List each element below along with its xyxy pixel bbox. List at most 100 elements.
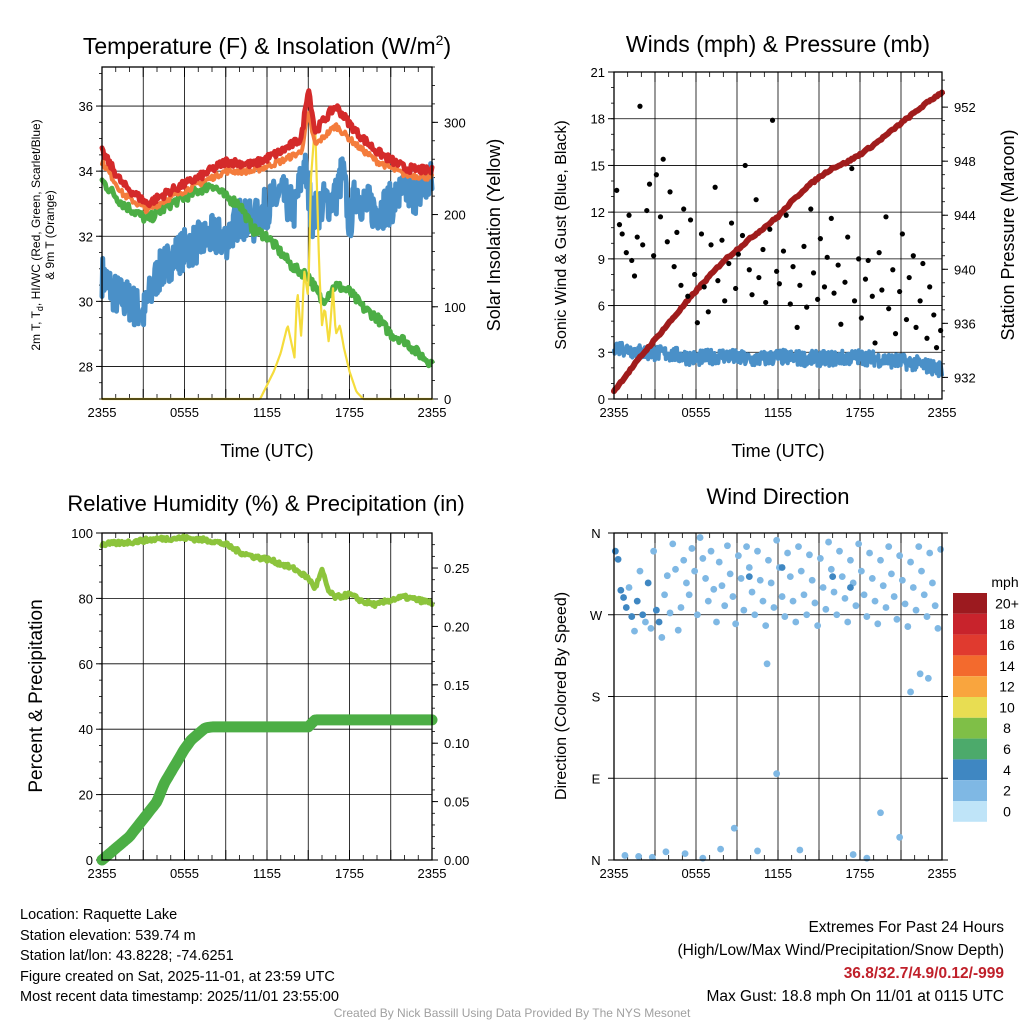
direction-point — [778, 593, 786, 600]
dir-ytick-label: N — [591, 526, 600, 541]
direction-point — [704, 597, 712, 605]
direction-point — [754, 547, 761, 555]
direction-point — [655, 618, 663, 626]
direction-point — [718, 582, 726, 590]
rh-plot-area: 0 20 40 60 80 100 0.00 0.05 0.10 0.15 0.20 0.25 2355… — [71, 526, 469, 881]
direction-point — [751, 611, 759, 619]
wind-xlabel: Time (UTC) — [731, 441, 824, 461]
legend-swatch — [953, 801, 987, 822]
direction-point — [857, 567, 865, 575]
wind-ytick-label: 18 — [591, 112, 605, 127]
direction-point — [631, 627, 638, 635]
max-gust-text: Max Gust: 18.8 mph On 11/01 at 0115 UTC — [706, 988, 1004, 1005]
location-text: Location: Raquette Lake — [20, 907, 178, 923]
direction-point — [825, 538, 832, 546]
wind-ytick-right-label: 936 — [954, 316, 976, 331]
gust-point — [917, 298, 923, 304]
gust-point — [845, 234, 851, 240]
direction-point — [833, 611, 841, 619]
gust-point — [865, 257, 871, 264]
direction-point — [803, 611, 811, 619]
wind-ytick-label: 9 — [598, 252, 605, 267]
wind-title: Winds (mph) & Pressure (mb) — [626, 31, 930, 57]
legend-label: 4 — [1003, 762, 1011, 778]
direction-point — [770, 604, 778, 611]
direction-point — [642, 618, 649, 626]
dir-ytick-label: N — [591, 853, 600, 868]
dir-xtick-label: 1755 — [846, 866, 875, 881]
temp-line-orange — [100, 110, 434, 215]
direction-point — [644, 579, 652, 587]
gust-point — [646, 181, 653, 187]
direction-point — [934, 624, 942, 632]
direction-point — [784, 549, 791, 557]
legend-label: 10 — [999, 699, 1015, 715]
temp-ytick-label: 36 — [79, 99, 93, 114]
dir-xtick-label: 2355 — [928, 866, 957, 881]
gust-point — [739, 232, 746, 239]
legend-swatch — [953, 593, 987, 614]
gust-point — [712, 184, 718, 190]
gust-point — [756, 274, 762, 281]
direction-point — [890, 593, 898, 600]
direction-point — [929, 579, 936, 587]
wind-ytick-label: 12 — [591, 205, 605, 220]
direction-point — [838, 573, 846, 580]
direction-point — [754, 847, 761, 855]
gust-point — [763, 299, 769, 306]
legend-label: 20+ — [995, 595, 1019, 611]
humidity-panel: Relative Humidity (%) & Precipitation (i… — [26, 491, 469, 881]
direction-point — [734, 552, 742, 560]
direction-point — [773, 770, 781, 778]
direction-point — [724, 542, 731, 550]
direction-point — [663, 572, 671, 580]
direction-point — [909, 584, 917, 591]
direction-point — [816, 555, 824, 562]
dir-ytick-label: S — [592, 690, 601, 705]
direction-point — [852, 602, 860, 610]
direction-point — [650, 547, 658, 555]
gust-point — [640, 242, 646, 248]
direction-point — [814, 622, 822, 630]
direction-point — [691, 567, 699, 575]
gust-point — [842, 279, 848, 285]
rh-ylabel-left: Percent & Precipitation — [26, 599, 47, 792]
temp-ylabel-left: 2m T, Td, HI/WC (Red, Green, Scarlet/Blu… — [29, 119, 57, 350]
wind-xtick-label: 2355 — [600, 405, 629, 420]
gust-point — [653, 172, 659, 178]
direction-point — [726, 570, 734, 578]
direction-point — [830, 588, 838, 596]
gust-point — [899, 231, 905, 237]
gust-point — [851, 298, 858, 304]
direction-point — [912, 606, 920, 614]
direction-point — [827, 565, 835, 573]
rh-ytick-right-label: 0.05 — [444, 795, 469, 810]
rh-ytick-right-label: 0.20 — [444, 619, 469, 634]
wind-ytick-label: 15 — [591, 158, 605, 173]
gust-point — [692, 271, 698, 278]
extremes-heading: Extremes For Past 24 Hours — [808, 919, 1004, 936]
rh-title: Relative Humidity (%) & Precipitation (i… — [67, 491, 464, 516]
gust-point — [664, 239, 670, 245]
direction-point — [822, 605, 830, 613]
direction-point — [904, 623, 912, 630]
direction-point — [635, 852, 642, 860]
gust-point — [626, 212, 632, 218]
gust-point — [913, 324, 919, 330]
direction-point — [829, 573, 837, 580]
rh-ytick-label: 60 — [79, 657, 93, 672]
direction-point — [648, 853, 656, 861]
direction-point — [901, 600, 909, 608]
legend-swatch — [953, 655, 987, 677]
gust-point — [879, 287, 885, 293]
wind-ylabel-right: Station Pressure (Maroon) — [998, 129, 1018, 340]
svg-text:2m T, Td, HI/WC (Red, Green, S: 2m T, Td, HI/WC (Red, Green, Scarlet/Blu… — [29, 119, 45, 350]
temp-title: Temperature (F) & Insolation (W/m2) — [83, 32, 451, 59]
direction-point — [661, 591, 668, 599]
direction-point — [792, 618, 800, 626]
svg-text:& 9m T (Orange): & 9m T (Orange) — [43, 190, 57, 280]
gust-point — [821, 284, 828, 290]
gust-point — [933, 345, 940, 351]
gust-point — [681, 206, 687, 212]
direction-point — [614, 555, 622, 563]
